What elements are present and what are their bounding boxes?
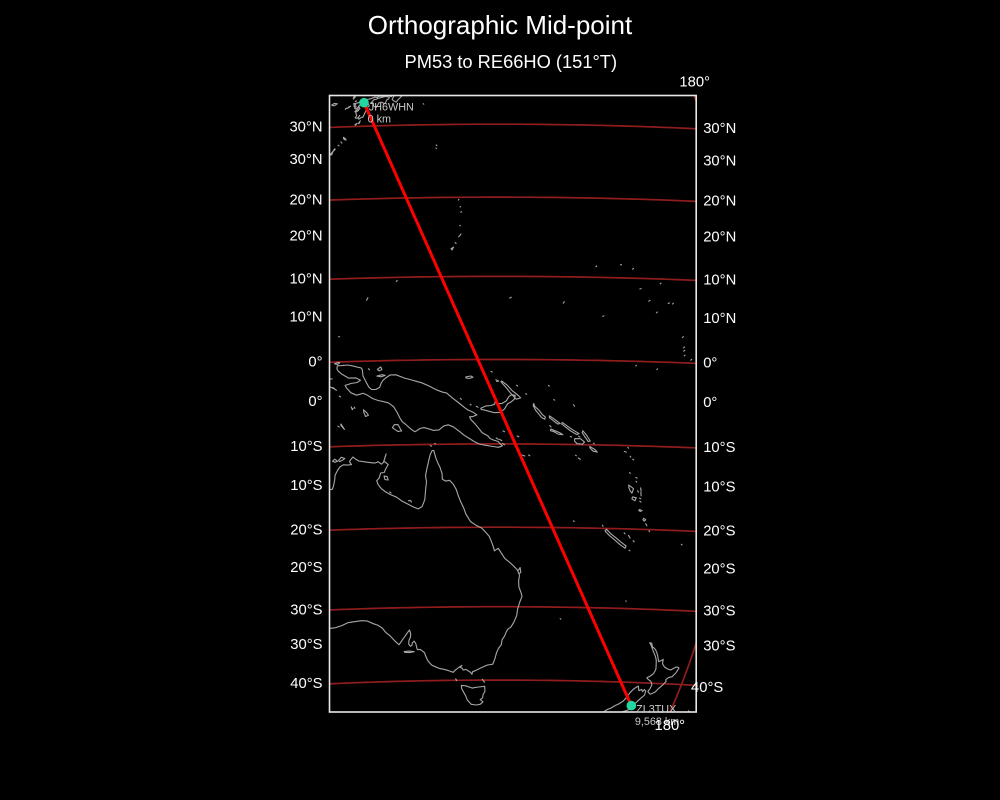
svg-text:180°: 180° <box>679 75 710 91</box>
svg-text:20°N: 20°N <box>289 228 322 244</box>
svg-text:20°S: 20°S <box>703 561 735 577</box>
svg-text:JH6WHN: JH6WHN <box>369 101 414 113</box>
svg-text:30°N: 30°N <box>703 121 736 137</box>
svg-text:40°S: 40°S <box>290 676 322 692</box>
svg-text:30°N: 30°N <box>289 152 322 168</box>
svg-text:30°S: 30°S <box>290 602 322 618</box>
svg-text:20°N: 20°N <box>289 192 322 208</box>
svg-text:20°N: 20°N <box>703 194 736 210</box>
svg-text:PM53 to RE66HO (151°T): PM53 to RE66HO (151°T) <box>405 51 618 72</box>
svg-text:10°N: 10°N <box>289 310 322 326</box>
svg-text:180°: 180° <box>654 718 685 734</box>
svg-text:30°S: 30°S <box>703 639 735 655</box>
svg-text:0°: 0° <box>703 356 717 372</box>
svg-text:30°N: 30°N <box>703 153 736 169</box>
svg-text:Orthographic Mid-point: Orthographic Mid-point <box>368 10 633 40</box>
svg-text:10°S: 10°S <box>290 439 322 455</box>
svg-text:10°N: 10°N <box>703 311 736 327</box>
svg-text:ZL3TUX: ZL3TUX <box>636 704 676 716</box>
svg-text:40°S: 40°S <box>691 680 723 696</box>
svg-text:10°S: 10°S <box>703 440 735 456</box>
svg-text:20°S: 20°S <box>290 560 322 576</box>
svg-text:30°N: 30°N <box>289 120 322 136</box>
svg-text:20°S: 20°S <box>703 524 735 540</box>
svg-text:10°S: 10°S <box>290 478 322 494</box>
svg-text:30°S: 30°S <box>703 604 735 620</box>
svg-text:10°S: 10°S <box>703 479 735 495</box>
svg-text:9,568 km: 9,568 km <box>635 716 679 728</box>
svg-text:20°N: 20°N <box>703 230 736 246</box>
svg-text:0°: 0° <box>703 395 717 411</box>
svg-text:10°N: 10°N <box>289 272 322 288</box>
svg-text:30°S: 30°S <box>290 637 322 653</box>
svg-text:20°S: 20°S <box>290 523 322 539</box>
svg-text:10°N: 10°N <box>703 273 736 289</box>
svg-text:0 km: 0 km <box>368 114 391 126</box>
svg-text:0°: 0° <box>308 355 322 371</box>
svg-text:0°: 0° <box>308 394 322 410</box>
